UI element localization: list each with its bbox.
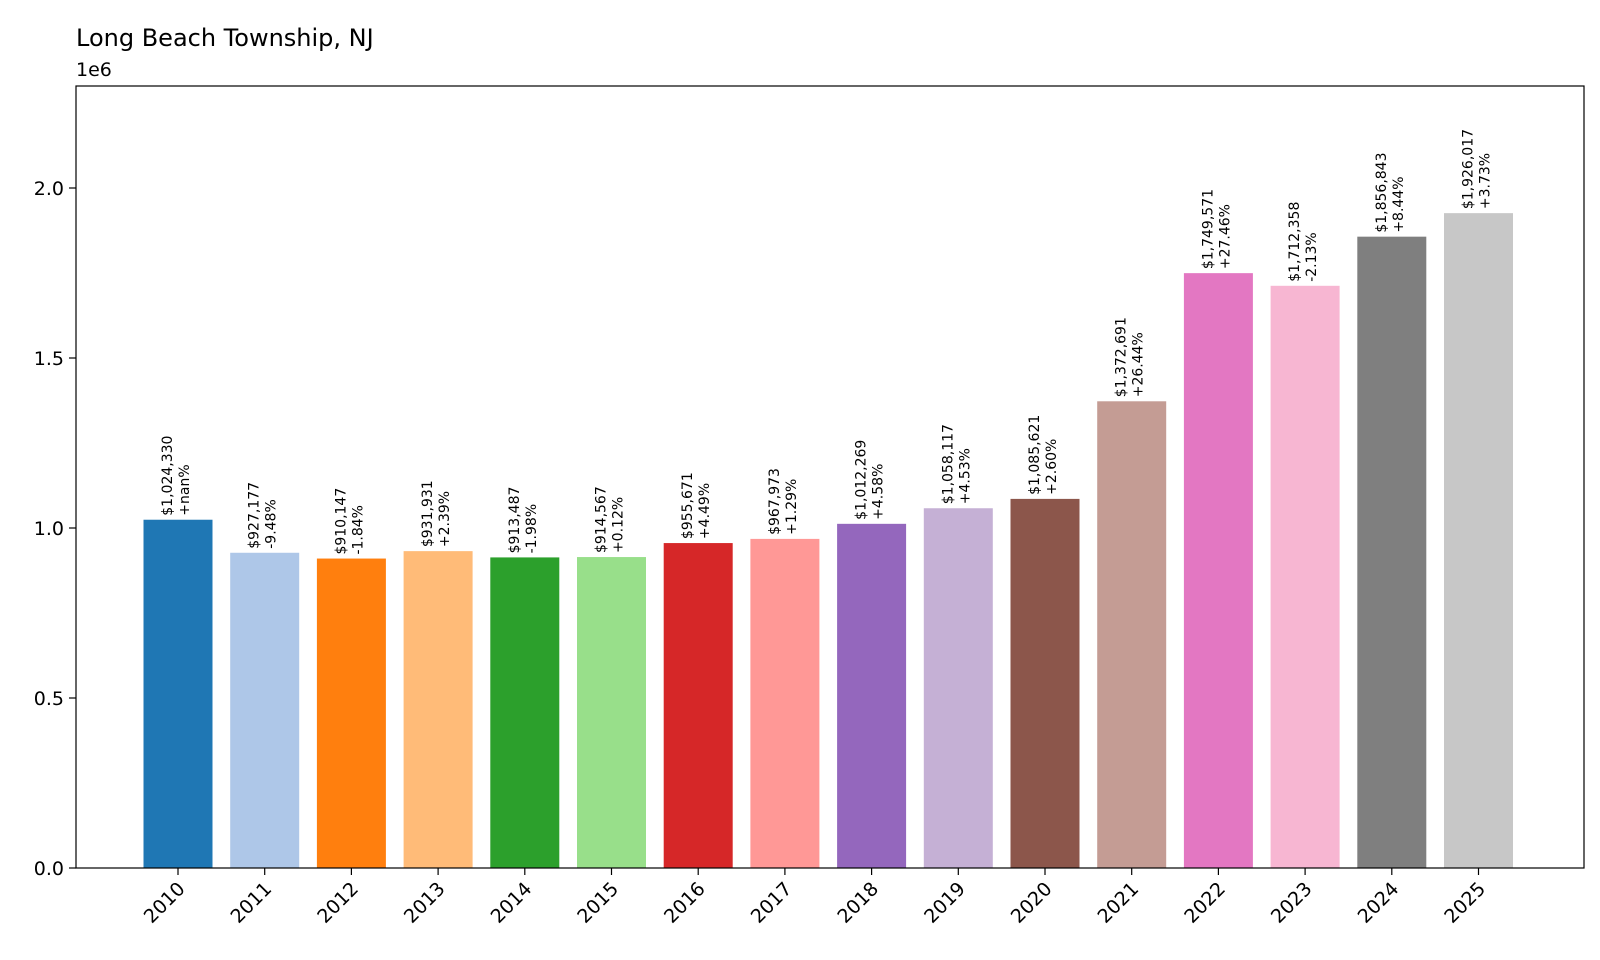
x-tick-label-2023: 2023 — [1267, 878, 1317, 928]
bar-2012 — [316, 558, 386, 868]
bar-change-label-2022: +27.46% — [1217, 204, 1233, 269]
bar-change-label-2012: -1.84% — [350, 505, 366, 555]
bar-change-label-2018: +4.58% — [871, 464, 887, 520]
bar-value-label-2024: $1,856,843 — [1374, 152, 1390, 232]
bar-change-label-2014: -1.98% — [524, 504, 540, 554]
bar-2021 — [1097, 401, 1167, 868]
bar-value-label-2023: $1,712,358 — [1287, 202, 1303, 282]
bar-change-label-2024: +8.44% — [1391, 176, 1407, 232]
bar-2023 — [1270, 285, 1340, 868]
x-tick-label-2024: 2024 — [1354, 878, 1404, 928]
bar-value-label-2011: $927,177 — [247, 482, 263, 549]
plot-frame — [75, 85, 1585, 869]
bar-2016 — [663, 543, 733, 868]
bar-value-label-2012: $910,147 — [333, 488, 349, 555]
bar-value-label-2010: $1,024,330 — [160, 436, 176, 516]
bar-change-label-2023: -2.13% — [1304, 232, 1320, 282]
bar-2025 — [1444, 213, 1513, 868]
bar-value-label-2015: $914,567 — [594, 486, 610, 553]
bar-change-label-2019: +4.53% — [957, 448, 973, 504]
bar-value-label-2013: $931,931 — [420, 480, 436, 547]
bar-2014 — [490, 557, 560, 868]
bar-2019 — [923, 508, 993, 868]
x-tick-label-2018: 2018 — [833, 878, 883, 928]
bar-value-label-2022: $1,749,571 — [1200, 189, 1216, 269]
bar-2018 — [837, 523, 907, 868]
bar-change-label-2013: +2.39% — [437, 491, 453, 547]
x-tick-label-2025: 2025 — [1440, 878, 1490, 928]
bar-2017 — [750, 538, 820, 868]
y-tick-label-1.5: 1.5 — [34, 348, 64, 370]
x-tick-label-2011: 2011 — [226, 878, 276, 928]
bar-value-label-2014: $913,487 — [507, 487, 523, 554]
y-tick-label-1.0: 1.0 — [34, 518, 64, 540]
bars-layer — [143, 213, 1513, 869]
bar-change-label-2017: +1.29% — [784, 479, 800, 535]
bar-value-label-2016: $955,671 — [680, 472, 696, 539]
y-tick-label-0.5: 0.5 — [34, 688, 64, 710]
y-tick-label-0.0: 0.0 — [34, 858, 64, 880]
x-tick-label-2017: 2017 — [747, 878, 797, 928]
bar-value-label-2018: $1,012,269 — [854, 440, 870, 520]
bar-change-label-2020: +2.60% — [1044, 439, 1060, 495]
x-tick-label-2014: 2014 — [487, 878, 537, 928]
bar-change-label-2010: +nan% — [177, 464, 193, 515]
x-tick-label-2021: 2021 — [1093, 878, 1143, 928]
bar-change-label-2025: +3.73% — [1478, 153, 1494, 209]
bar-change-label-2021: +26.44% — [1131, 332, 1147, 397]
bar-value-label-2021: $1,372,691 — [1114, 317, 1130, 397]
x-tick-label-2013: 2013 — [400, 878, 450, 928]
bar-value-label-2025: $1,926,017 — [1461, 129, 1477, 209]
x-tick-label-2019: 2019 — [920, 878, 970, 928]
x-tick-label-2016: 2016 — [660, 878, 710, 928]
bar-2011 — [230, 552, 300, 868]
bar-change-label-2016: +4.49% — [697, 483, 713, 539]
x-tick-label-2015: 2015 — [573, 878, 623, 928]
bar-value-label-2017: $967,973 — [767, 468, 783, 535]
y-tick-label-2.0: 2.0 — [34, 178, 64, 200]
bar-change-label-2015: +0.12% — [611, 497, 627, 553]
bar-value-label-2020: $1,085,621 — [1027, 415, 1043, 495]
x-tick-label-2010: 2010 — [140, 878, 190, 928]
y-axis-offset-label: 1e6 — [76, 59, 112, 81]
bar-labels-layer: $1,024,330 +nan% $927,177 -9.48% $910,147 -1.… — [160, 129, 1494, 555]
bar-2024 — [1357, 236, 1427, 869]
bar-change-label-2011: -9.48% — [264, 499, 280, 549]
bar-value-label-2019: $1,058,117 — [940, 424, 956, 504]
x-tick-label-2012: 2012 — [313, 878, 363, 928]
bar-2022 — [1183, 273, 1253, 868]
bar-2013 — [403, 551, 473, 868]
x-tick-label-2020: 2020 — [1007, 878, 1057, 928]
chart-title: Long Beach Township, NJ — [76, 24, 374, 52]
bar-2010 — [143, 519, 213, 868]
x-tick-label-2022: 2022 — [1180, 878, 1230, 928]
bar-2015 — [577, 557, 646, 868]
bar-2020 — [1010, 498, 1080, 868]
